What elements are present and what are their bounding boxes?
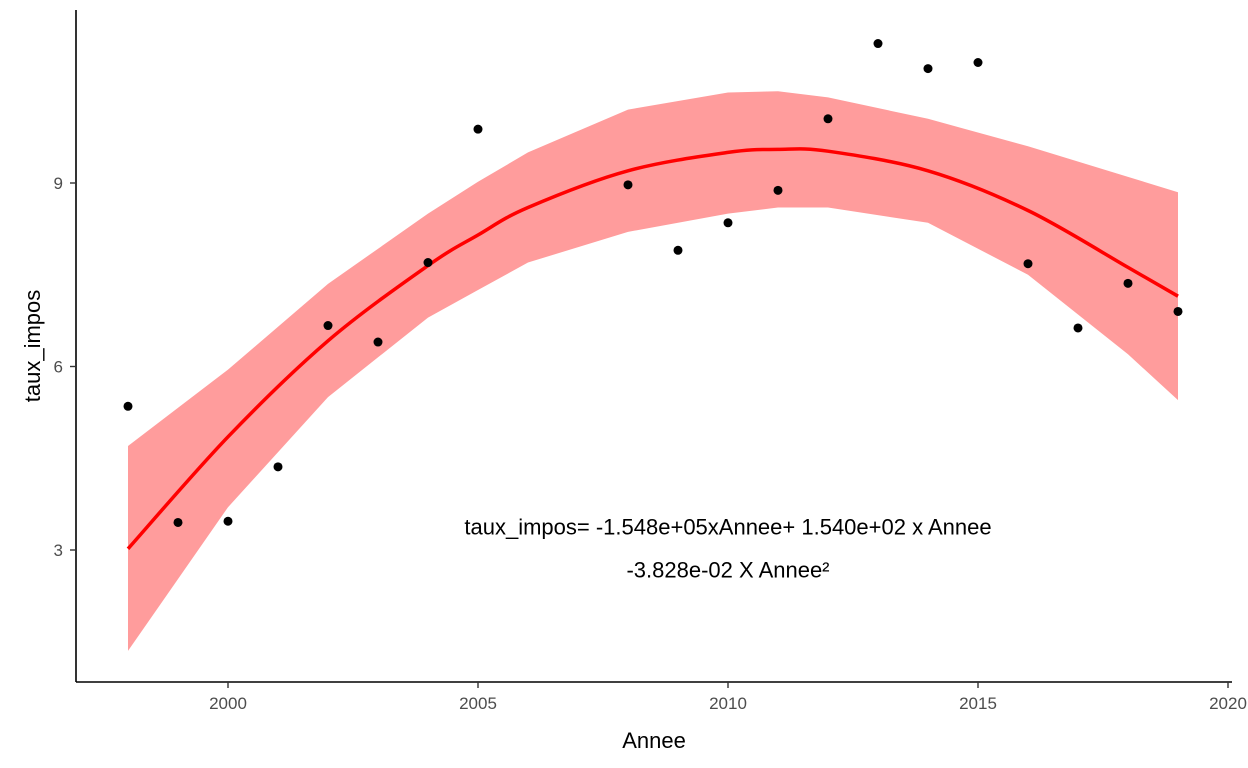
y-tick-label: 3: [54, 541, 63, 560]
data-point: [223, 516, 233, 526]
data-point: [823, 114, 833, 124]
fit-equation-line2: -3.828e-02 X Annee²: [626, 558, 829, 583]
x-tick-label: 2020: [1209, 694, 1247, 713]
x-axis-title: Annee: [622, 728, 686, 753]
data-point: [773, 185, 783, 195]
y-axis-title: taux_impos: [20, 290, 45, 403]
y-tick-label: 6: [54, 357, 63, 376]
data-point: [673, 245, 683, 255]
data-point: [1173, 306, 1183, 316]
data-point: [423, 258, 433, 268]
annotation: taux_impos= -1.548e+05xAnnee+ 1.540e+02 …: [464, 515, 991, 583]
data-point: [473, 124, 483, 134]
data-points-layer: [123, 39, 1183, 527]
y-tick-label: 9: [54, 174, 63, 193]
data-point: [173, 517, 183, 527]
fit-equation-line1: taux_impos= -1.548e+05xAnnee+ 1.540e+02 …: [464, 515, 991, 540]
data-point: [873, 39, 883, 49]
data-point: [973, 58, 983, 68]
confidence-band: [128, 91, 1178, 651]
data-point: [123, 401, 133, 411]
data-point: [723, 218, 733, 228]
x-tick-label: 2000: [209, 694, 247, 713]
data-point: [373, 337, 383, 347]
x-tick-label: 2010: [709, 694, 747, 713]
confidence-band-layer: [128, 91, 1178, 651]
fit-line: [126, 147, 1179, 550]
data-point: [273, 462, 283, 472]
data-point: [1123, 278, 1133, 288]
data-point: [1073, 323, 1083, 333]
data-point: [923, 64, 933, 74]
x-tick-label: 2005: [459, 694, 497, 713]
axes-layer: [75, 10, 1232, 683]
fit-line-layer: [126, 147, 1179, 550]
data-point: [323, 321, 333, 331]
ticks-layer: 2000 2005 2010 2015 2020 3 6 9: [54, 174, 1247, 713]
data-point: [1023, 259, 1033, 269]
data-point: [623, 180, 633, 190]
x-tick-label: 2015: [959, 694, 997, 713]
